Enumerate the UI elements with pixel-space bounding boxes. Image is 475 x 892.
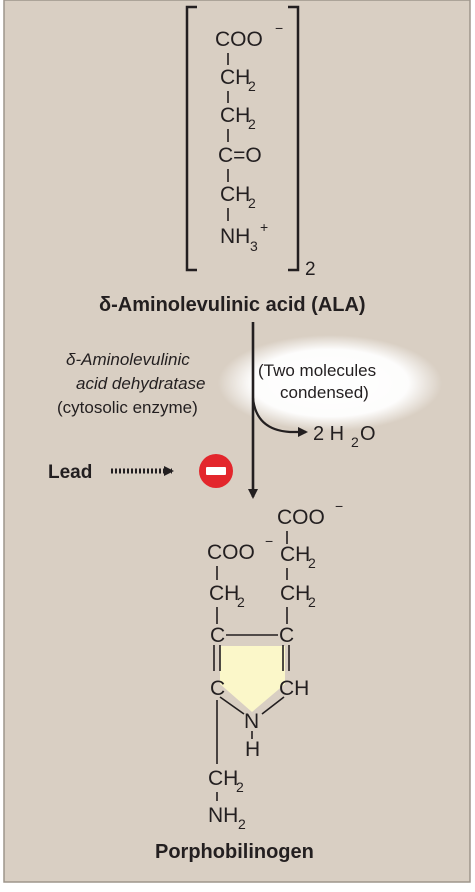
- ala-methylene-2: CH: [220, 104, 250, 127]
- ala-methylene-3: CH: [220, 183, 250, 206]
- water-coefficient: 2 H: [313, 423, 344, 445]
- ala-label: δ-Aminolevulinic acid (ALA): [99, 294, 366, 316]
- pbg-ring-hydrogen: H: [245, 738, 260, 761]
- panel-background: [3, 0, 471, 883]
- pbg-left-methylene: CH: [209, 582, 239, 605]
- inhibitor-label: Lead: [48, 462, 92, 483]
- pbg-ring-c5: CH: [279, 677, 309, 700]
- pbg-right-carboxylate: COO: [277, 506, 325, 529]
- pbg-ring-bond-c5-n: [261, 696, 285, 715]
- pbg-ring-c4: C: [279, 624, 294, 647]
- water-release-arrow: [251, 397, 308, 437]
- ala-methylene-3-sub: 2: [248, 195, 256, 211]
- ala-carboxylate-charge: −: [275, 20, 283, 36]
- porphobilinogen-structure: COO − COO − CH 2 CH 2 CH 2 C C C CH: [207, 498, 343, 832]
- ala-methylene-1: CH: [220, 66, 250, 89]
- pbg-amine-sub: 2: [238, 816, 246, 832]
- pbg-left-carboxylate: COO: [207, 541, 255, 564]
- enzyme-label: δ-Aminolevulinic acid dehydratase (cytos…: [57, 350, 205, 417]
- water-sub: 2: [351, 434, 359, 450]
- ala-ammonium-charge: +: [260, 219, 268, 235]
- pbg-amine: NH: [208, 804, 238, 827]
- pyrrole-ring-fill: [220, 646, 285, 712]
- water-tail: O: [360, 423, 376, 445]
- condensation-glow: [218, 335, 442, 431]
- inhibit-minus-icon: [199, 454, 233, 488]
- ala-methylene-1-sub: 2: [248, 78, 256, 94]
- right-bracket: [288, 5, 300, 272]
- pbg-left-methylene-sub: 2: [237, 594, 245, 610]
- left-bracket: [185, 5, 197, 272]
- water-product: 2 H 2 O: [313, 423, 376, 450]
- pbg-ring-c2: C: [210, 677, 225, 700]
- pbg-right-methylene-2: CH: [280, 582, 310, 605]
- product-label: Porphobilinogen: [155, 841, 314, 863]
- pbg-right-methylene-1: CH: [280, 543, 310, 566]
- pbg-right-carboxylate-charge: −: [335, 498, 343, 514]
- ala-methylene-2-sub: 2: [248, 116, 256, 132]
- condensation-note-line1: (Two molecules: [258, 361, 376, 380]
- pbg-ring-bond-c2-n: [219, 696, 245, 715]
- pbg-ring-nitrogen: N: [244, 710, 259, 733]
- bracket-multiplier: 2: [305, 259, 316, 280]
- pbg-right-methylene-2-sub: 2: [308, 594, 316, 610]
- ala-carbonyl: C=O: [218, 144, 262, 167]
- enzyme-line2: acid dehydratase: [76, 374, 205, 393]
- pbg-right-methylene-1-sub: 2: [308, 555, 316, 571]
- pbg-aminomethyl-methylene-sub: 2: [236, 779, 244, 795]
- pbg-aminomethyl-methylene: CH: [208, 767, 238, 790]
- ala-ammonium: NH: [220, 225, 250, 248]
- ala-ammonium-sub: 3: [250, 238, 258, 254]
- enzyme-line1: δ-Aminolevulinic: [66, 350, 190, 369]
- pbg-ring-c3: C: [210, 624, 225, 647]
- ala-carboxylate: COO: [215, 28, 263, 51]
- ala-monomer: COO − CH 2 CH 2 C=O CH 2 NH 3 + 2: [185, 5, 316, 280]
- enzyme-line3: (cytosolic enzyme): [57, 398, 198, 417]
- condensation-note-line2: condensed): [280, 383, 369, 402]
- pbg-left-carboxylate-charge: −: [265, 533, 273, 549]
